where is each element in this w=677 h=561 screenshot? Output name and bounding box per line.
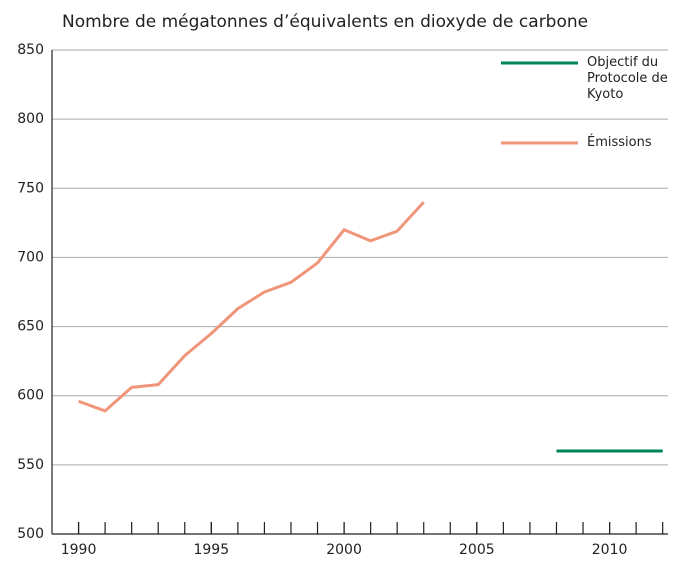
- legend-label: Objectif du Protocole de Kyoto: [587, 55, 668, 102]
- legend-label: Émissions: [587, 135, 652, 150]
- y-tick-label: 600: [17, 388, 44, 404]
- y-tick-label: 700: [17, 249, 44, 265]
- y-tick-label: 750: [17, 180, 44, 196]
- y-tick-label: 550: [17, 457, 44, 473]
- x-tick-label: 2005: [459, 542, 495, 558]
- x-tick-label: 1995: [193, 542, 229, 558]
- y-tick-label: 500: [17, 526, 44, 542]
- series-line: [78, 201, 425, 413]
- x-tick-label: 2000: [326, 542, 362, 558]
- y-tick-label: 850: [17, 42, 44, 58]
- chart-title: Nombre de mégatonnes d’équivalents en di…: [62, 12, 588, 32]
- y-tick-label: 800: [17, 111, 44, 127]
- x-tick-label: 1990: [61, 542, 97, 558]
- x-tick-label: 2010: [592, 542, 628, 558]
- y-tick-label: 650: [17, 319, 44, 335]
